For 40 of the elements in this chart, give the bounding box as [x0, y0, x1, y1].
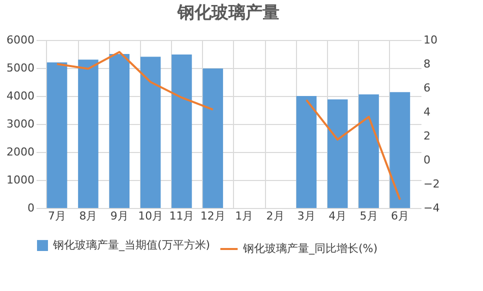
- bar: [358, 94, 379, 208]
- x-tick-label: 3月: [297, 210, 316, 222]
- bar: [78, 60, 98, 208]
- x-tick-label: 6月: [390, 210, 409, 222]
- x-tick-label: 9月: [110, 210, 128, 222]
- x-tick-label: 2月: [266, 210, 284, 222]
- legend-label: 钢化玻璃产量_当期值(万平方米): [52, 238, 210, 252]
- x-tick-label: 8月: [79, 210, 98, 222]
- y2-tick-label: −4: [424, 202, 440, 214]
- y-tick-label: 4000: [6, 90, 34, 102]
- y2-tick-label: −2: [424, 178, 440, 190]
- chart-title: 钢化玻璃产量: [176, 3, 280, 23]
- y2-tick-label: 6: [424, 82, 430, 94]
- x-tick-label: 10月: [138, 210, 164, 222]
- x-tick-label: 1月: [235, 210, 254, 222]
- y-tick-label: 1000: [6, 174, 34, 186]
- bar: [140, 56, 161, 208]
- y-tick-label: 0: [28, 202, 34, 214]
- y2-tick-label: 10: [424, 34, 438, 46]
- bar: [202, 68, 224, 208]
- x-tick-label: 12月: [200, 210, 226, 222]
- bar: [46, 62, 68, 208]
- x-tick-label: 4月: [328, 210, 347, 222]
- x-tick-label: 11月: [169, 210, 194, 222]
- bar: [172, 54, 192, 208]
- x-tick-label: 7月: [48, 210, 66, 222]
- y2-tick-label: 8: [424, 58, 430, 70]
- bar: [109, 54, 130, 208]
- y-tick-label: 5000: [6, 62, 34, 74]
- bar: [296, 96, 317, 208]
- bar: [390, 92, 410, 208]
- y-tick-label: 2000: [6, 146, 34, 158]
- y-tick-label: 3000: [6, 118, 34, 130]
- y2-tick-label: 0: [424, 154, 430, 166]
- bar: [327, 99, 348, 208]
- legend-label: 钢化玻璃产量_同比增长(%): [242, 242, 378, 255]
- y2-tick-label: 2: [424, 130, 430, 142]
- y2-tick-label: 4: [424, 106, 430, 118]
- x-tick-label: 5月: [360, 210, 378, 222]
- y-tick-label: 6000: [6, 34, 34, 46]
